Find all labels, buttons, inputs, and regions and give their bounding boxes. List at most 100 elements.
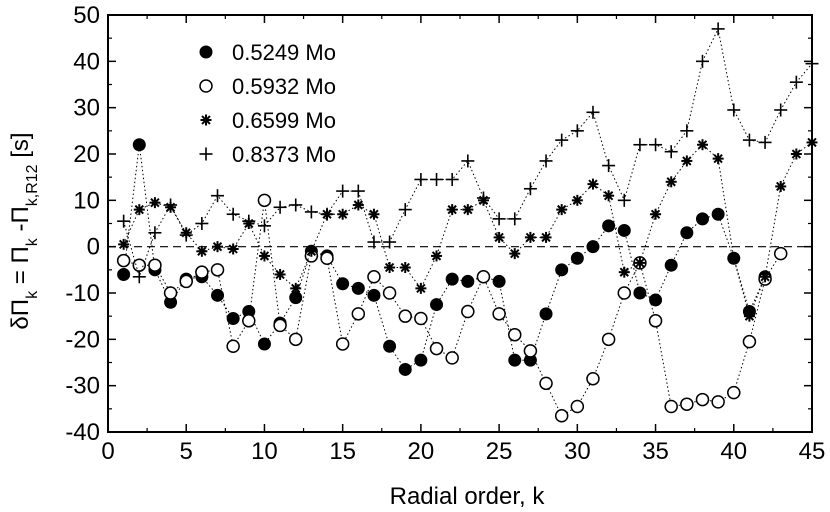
data-point-open: [414, 311, 428, 326]
data-point-plus: [476, 191, 490, 205]
asterisk-stroke: [447, 204, 457, 215]
asterisk-stroke: [228, 244, 238, 254]
asterisk-stroke: [791, 149, 802, 159]
data-point-plus: [211, 189, 225, 203]
data-point-filled-circle: [164, 295, 178, 309]
y-label-text: -Π: [7, 206, 34, 238]
x-tick-label: 35: [642, 438, 669, 465]
data-point-plus: [789, 75, 803, 89]
data-point-filled-circle: [695, 212, 709, 226]
series-filled-circle: [117, 138, 772, 376]
data-point-open: [179, 274, 193, 289]
data-point-open: [664, 399, 678, 414]
data-point-open: [727, 385, 741, 400]
data-point-asterisk: [352, 199, 364, 211]
data-point-asterisk: [634, 257, 646, 269]
data-point-open-circle: [773, 246, 788, 261]
data-point-open-circle: [210, 263, 225, 277]
data-point-filled-circle: [461, 274, 475, 288]
data-point-asterisk: [274, 268, 286, 280]
asterisk-stroke: [337, 209, 348, 219]
legend-item: 0.5249 Mo: [199, 40, 336, 65]
data-point-open-circle: [414, 311, 428, 326]
data-point-filled-circle: [445, 272, 459, 286]
data-point-open: [199, 79, 213, 93]
data-point-open-circle: [664, 399, 678, 414]
data-point-plus: [555, 133, 569, 147]
data-point-open-circle: [539, 376, 553, 391]
asterisk-stroke: [729, 253, 739, 263]
data-point-open-circle: [320, 251, 334, 265]
data-point-open-circle: [554, 409, 569, 423]
data-point-open: [711, 395, 725, 409]
data-point-filled: [664, 258, 678, 272]
data-point-open-circle: [398, 309, 412, 323]
data-point-plus: [336, 184, 350, 198]
data-point-asterisk: [462, 204, 474, 216]
asterisk-stroke: [635, 258, 645, 268]
data-point-open: [680, 397, 694, 411]
data-point-filled: [508, 353, 522, 367]
data-point-asterisk: [681, 155, 693, 167]
data-point-filled: [351, 281, 365, 295]
asterisk-stroke: [275, 269, 285, 280]
asterisk-stroke: [463, 204, 473, 215]
data-point-filled: [383, 339, 397, 353]
data-point-open: [226, 339, 240, 354]
data-point-filled-circle: [289, 291, 303, 305]
data-point-open-circle: [195, 265, 209, 279]
data-point-plus: [774, 103, 788, 117]
data-point-asterisk: [650, 208, 662, 220]
data-point-plus: [273, 200, 287, 214]
y-label-subscript: k: [24, 237, 41, 246]
data-point-open-circle: [570, 399, 585, 414]
data-point-filled-circle: [242, 305, 256, 319]
data-point-open: [116, 253, 131, 268]
data-point-open: [742, 334, 757, 349]
data-point-asterisk: [790, 148, 802, 160]
data-point-asterisk: [431, 250, 443, 262]
data-point-asterisk: [524, 231, 536, 243]
asterisk-stroke: [697, 140, 708, 150]
data-point-filled-circle: [414, 353, 428, 367]
y-label-text: [s]: [7, 132, 34, 164]
data-point-filled: [367, 288, 381, 302]
legend-label: 0.6599 Mo: [232, 108, 336, 133]
data-point-filled-circle: [633, 286, 647, 300]
data-point-asterisk: [696, 139, 708, 151]
data-point-filled-circle: [367, 288, 381, 302]
data-point-plus: [148, 226, 162, 240]
data-point-open: [695, 392, 710, 407]
data-point-filled: [461, 274, 475, 288]
data-point-open: [148, 258, 162, 272]
data-point-filled: [398, 362, 412, 376]
data-point-open-circle: [617, 286, 632, 300]
y-tick-label: 30: [73, 95, 100, 122]
data-point-filled: [602, 219, 616, 233]
data-point-asterisk: [728, 252, 740, 264]
data-point-open: [508, 327, 522, 342]
data-point-filled: [586, 240, 600, 254]
data-point-open: [320, 251, 334, 265]
asterisk-stroke: [494, 232, 504, 243]
data-point-open-circle: [382, 286, 397, 300]
data-point-open-circle: [351, 307, 366, 321]
data-point-open: [601, 332, 616, 347]
data-point-plus: [570, 124, 584, 138]
data-point-asterisk: [493, 231, 505, 243]
data-point-asterisk: [540, 231, 552, 243]
data-point-filled: [289, 291, 303, 305]
data-point-plus: [414, 172, 428, 186]
asterisk-stroke: [118, 239, 129, 250]
y-tick-label: -40: [65, 419, 100, 446]
data-point-filled-circle: [570, 251, 584, 265]
data-point-asterisk: [712, 153, 724, 165]
asterisk-stroke: [603, 191, 614, 201]
data-point-open: [773, 246, 788, 261]
data-point-filled: [680, 226, 694, 240]
data-point-asterisk: [227, 243, 239, 255]
data-point-filled-circle: [586, 240, 600, 254]
data-point-open-circle: [273, 318, 287, 333]
data-point-filled-circle: [132, 138, 146, 152]
